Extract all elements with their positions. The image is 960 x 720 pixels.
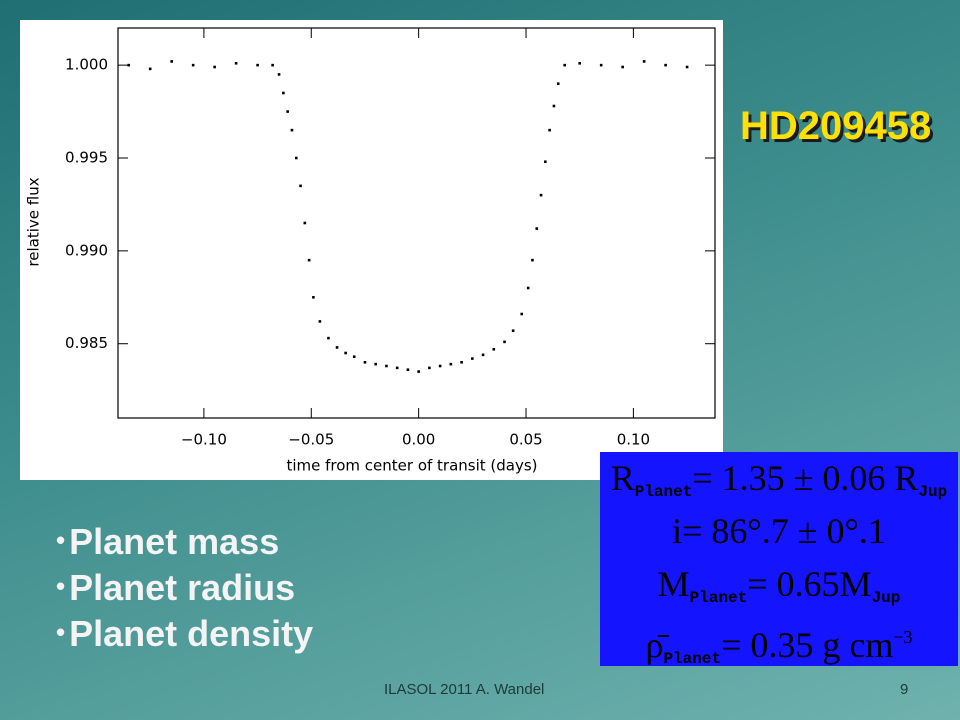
data-point	[526, 286, 530, 290]
data-point	[299, 184, 302, 188]
data-point	[148, 67, 152, 71]
data-point	[449, 362, 453, 366]
data-point	[127, 63, 131, 67]
eq-symbol: R	[610, 458, 635, 498]
data-point	[642, 60, 646, 63]
eq-symbol: i	[672, 511, 683, 551]
x-tick-label: 0.05	[509, 431, 542, 449]
chart: time from center of transit (days) relat…	[25, 27, 716, 475]
eq-symbol: ρ̄	[645, 625, 664, 665]
data-point	[548, 128, 551, 132]
equation: ρ̄Planet= 0.35 g cm−3	[600, 611, 958, 668]
data-point	[303, 221, 307, 225]
slide-title: HD209458	[740, 104, 932, 148]
data-point	[544, 160, 547, 164]
eq-subscript: Jup	[918, 483, 948, 501]
eq-subscript: Planet	[634, 483, 693, 501]
equation-box: RPlanet= 1.35 ± 0.06 RJup i= 86°.7 ± 0°.1…	[600, 452, 958, 668]
eq-superscript: −3	[893, 627, 913, 647]
data-point	[664, 63, 667, 67]
data-point	[170, 60, 173, 63]
bullet-item: Planet radius	[56, 564, 313, 610]
data-point	[290, 128, 294, 132]
x-tick-label: 0.00	[402, 431, 435, 449]
eq-rhs: = 1.35 ± 0.06 R	[692, 458, 919, 498]
data-point	[307, 258, 311, 262]
data-point	[312, 295, 315, 299]
bullet-list: Planet massPlanet radiusPlanet density	[56, 518, 313, 656]
data-point	[294, 156, 298, 160]
y-tick-label: 0.995	[65, 149, 108, 167]
equation: RPlanet= 1.35 ± 0.06 RJup	[600, 452, 958, 505]
x-tick-label: −0.10	[181, 431, 227, 449]
eq-subscript: Planet	[663, 650, 722, 668]
data-point	[318, 320, 322, 323]
bullet-item: Planet density	[56, 610, 313, 656]
data-point	[552, 104, 556, 108]
eq-rhs: = 0.35 g cm	[721, 625, 894, 665]
data-point	[535, 227, 539, 230]
data-point	[556, 82, 560, 86]
data-point	[286, 110, 289, 113]
eq-subscript: Jup	[871, 589, 901, 607]
data-point	[277, 73, 281, 76]
data-point	[563, 63, 566, 67]
data-point	[344, 351, 347, 355]
x-tick-label: 0.10	[617, 431, 650, 449]
x-tick-label: −0.05	[288, 431, 334, 449]
y-axis-label: relative flux	[25, 177, 43, 266]
data-point	[578, 61, 582, 65]
y-tick-label: 1.000	[65, 56, 108, 74]
equation: i= 86°.7 ± 0°.1	[600, 505, 958, 558]
data-point	[395, 366, 399, 370]
x-axis-label: time from center of transit (days)	[286, 457, 537, 475]
data-point	[271, 63, 274, 67]
data-point	[539, 193, 543, 197]
data-point	[621, 65, 624, 69]
data-point	[363, 360, 367, 364]
data-point	[213, 65, 216, 69]
data-point	[335, 346, 339, 349]
data-point	[385, 364, 388, 368]
data-point	[191, 63, 195, 67]
data-point	[503, 340, 506, 344]
data-point	[511, 329, 515, 333]
data-point	[374, 362, 377, 366]
data-point	[520, 312, 524, 316]
y-tick-label: 0.990	[65, 241, 108, 259]
data-point	[492, 347, 496, 351]
eq-rhs: = 86°.7 ± 0°.1	[682, 511, 886, 551]
equation: MPlanet= 0.65MJup	[600, 558, 958, 611]
y-tick-label: 0.985	[65, 334, 108, 352]
data-point	[471, 357, 474, 360]
footer: ILASOL 2011 A. Wandel	[384, 681, 545, 698]
data-point	[599, 63, 603, 67]
data-point	[438, 364, 442, 368]
eq-symbol: M	[657, 564, 690, 604]
data-point	[352, 355, 356, 359]
bullet-item: Planet mass	[56, 518, 313, 564]
eq-subscript: Planet	[689, 589, 748, 607]
eq-rhs: = 0.65M	[747, 564, 872, 604]
data-point	[256, 63, 259, 67]
data-point	[417, 370, 420, 373]
data-point	[406, 368, 410, 372]
data-point	[531, 258, 534, 262]
plot-frame	[117, 27, 716, 419]
data-point	[234, 61, 238, 65]
page-number: 9	[900, 681, 909, 698]
data-point	[327, 336, 330, 340]
data-point	[460, 360, 463, 364]
data-point	[481, 353, 485, 357]
chart-panel: time from center of transit (days) relat…	[20, 20, 723, 480]
data-point	[428, 366, 431, 370]
data-point	[685, 65, 689, 69]
data-point	[282, 91, 285, 95]
